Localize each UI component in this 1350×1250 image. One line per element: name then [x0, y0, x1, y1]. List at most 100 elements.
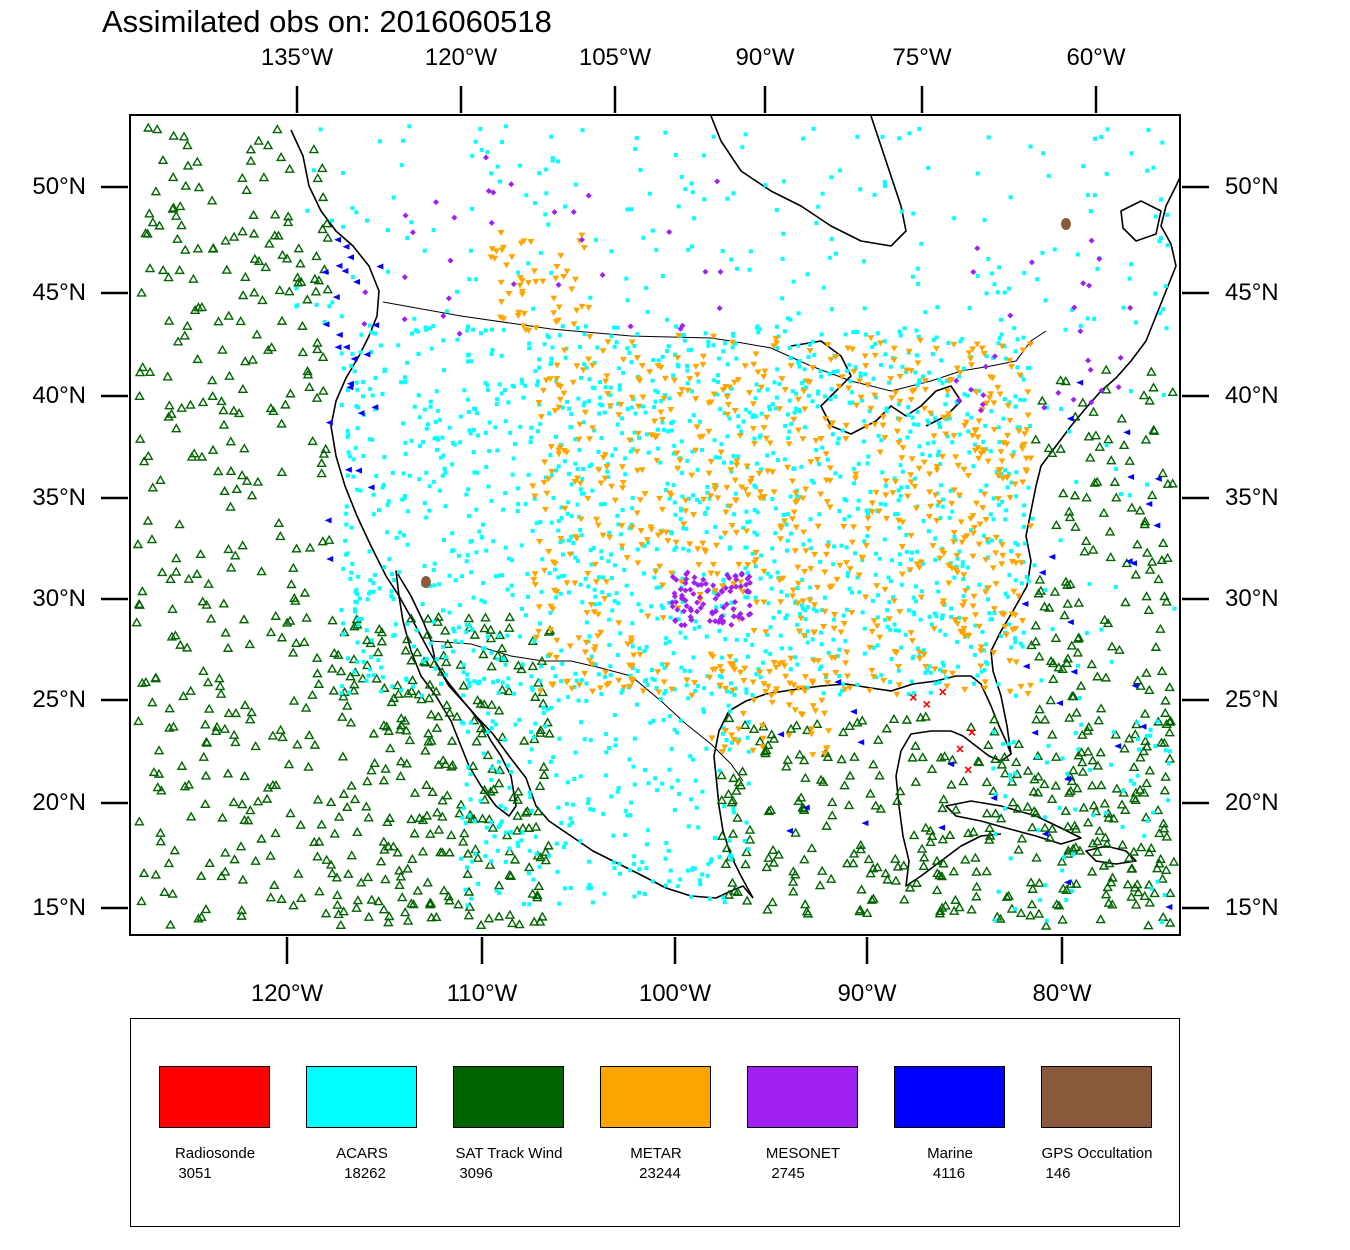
obs-marker-triangle-down — [895, 682, 903, 689]
obs-marker-triangle-up-hollow — [910, 740, 921, 750]
obs-marker-triangle-up-hollow — [1167, 478, 1178, 488]
obs-marker-triangle-up-hollow — [868, 863, 879, 873]
obs-marker-triangle-up-hollow — [262, 140, 274, 150]
obs-marker-dot — [744, 687, 749, 692]
obs-marker-triangle-down — [1006, 417, 1014, 424]
obs-marker-dot — [943, 402, 948, 407]
obs-marker-dot — [690, 867, 695, 872]
obs-marker-dot — [668, 615, 673, 620]
obs-marker-dot — [723, 637, 728, 642]
obs-marker-dot — [411, 644, 416, 649]
obs-marker-triangle-up-hollow — [250, 740, 261, 751]
obs-marker-triangle-up-hollow — [1030, 434, 1041, 444]
obs-marker-triangle-down — [976, 521, 984, 528]
obs-marker-dot — [1018, 641, 1023, 646]
obs-marker-triangle-up-hollow — [1053, 900, 1065, 910]
obs-marker-dot — [529, 808, 534, 813]
obs-marker-triangle-down — [586, 657, 594, 664]
obs-marker-dot — [654, 585, 659, 590]
obs-marker-dot — [548, 759, 553, 764]
map-panel[interactable] — [129, 114, 1181, 936]
obs-marker-triangle-up-hollow — [890, 853, 901, 863]
obs-marker-dot — [1127, 493, 1132, 498]
obs-marker-dot — [1161, 393, 1166, 398]
obs-marker-triangle-down — [782, 673, 790, 680]
obs-marker-triangle-left — [802, 804, 810, 811]
obs-marker-blob — [421, 576, 431, 588]
obs-marker-triangle-down — [651, 418, 659, 425]
obs-marker-triangle-up-hollow — [407, 675, 418, 685]
obs-marker-triangle-up-hollow — [237, 290, 249, 300]
obs-marker-triangle-up-hollow — [881, 723, 892, 733]
obs-marker-triangle-up-hollow — [1108, 813, 1119, 823]
obs-marker-triangle-down — [862, 542, 870, 549]
obs-marker-dot — [407, 473, 412, 478]
obs-marker-triangle-down — [667, 406, 675, 413]
obs-marker-dot — [665, 429, 670, 434]
obs-marker-triangle-up-hollow — [341, 801, 353, 812]
obs-marker-triangle-up-hollow — [1051, 519, 1062, 530]
obs-marker-triangle-down — [814, 658, 822, 665]
obs-marker-triangle-up-hollow — [938, 858, 949, 868]
obs-marker-dot — [782, 329, 787, 334]
obs-marker-dot — [1026, 485, 1031, 490]
obs-marker-triangle-up-hollow — [137, 677, 148, 687]
obs-marker-diamond — [733, 583, 740, 590]
obs-marker-triangle-up-hollow — [514, 919, 525, 929]
obs-marker-triangle-up-hollow — [256, 833, 267, 843]
obs-marker-dot — [692, 626, 697, 631]
obs-marker-dot — [392, 578, 397, 583]
obs-marker-dot — [602, 675, 607, 680]
obs-marker-dot — [933, 416, 938, 421]
obs-marker-triangle-up-hollow — [1119, 743, 1130, 753]
obs-marker-triangle-up-hollow — [200, 770, 212, 780]
obs-marker-triangle-down — [915, 465, 923, 472]
obs-marker-dot — [505, 633, 510, 638]
obs-marker-triangle-up-hollow — [407, 853, 418, 864]
obs-marker-dot — [373, 376, 378, 381]
obs-marker-dot — [725, 689, 730, 694]
obs-marker-triangle-down — [922, 663, 930, 670]
obs-marker-triangle-down — [950, 433, 958, 440]
obs-marker-triangle-up-hollow — [995, 913, 1006, 923]
obs-marker-dot — [361, 649, 366, 654]
obs-marker-dot — [463, 821, 468, 826]
obs-marker-triangle-left — [1154, 475, 1162, 482]
obs-marker-diamond — [705, 587, 712, 594]
obs-marker-dot — [367, 591, 372, 596]
obs-marker-dot — [354, 587, 359, 592]
obs-marker-dot — [921, 561, 926, 566]
obs-marker-triangle-up-hollow — [1035, 585, 1047, 595]
obs-marker-triangle-up-hollow — [312, 173, 323, 183]
legend-label-sat-track-wind: SAT Track Wind — [455, 1145, 563, 1162]
obs-marker-triangle-down — [844, 345, 852, 352]
obs-marker-dot — [513, 722, 518, 727]
obs-marker-triangle-down — [561, 505, 569, 512]
obs-marker-dot — [339, 402, 344, 407]
obs-marker-triangle-up-hollow — [513, 786, 524, 796]
obs-marker-triangle-up-hollow — [1164, 682, 1175, 692]
obs-marker-triangle-up-hollow — [1135, 680, 1146, 690]
obs-marker-triangle-down — [862, 594, 870, 601]
obs-marker-dot — [925, 668, 930, 673]
obs-marker-dot — [1021, 335, 1026, 340]
obs-marker-triangle-down — [823, 499, 831, 506]
obs-marker-dot — [694, 805, 699, 810]
obs-marker-dot — [875, 615, 880, 620]
obs-marker-dot — [555, 869, 560, 874]
obs-marker-triangle-up-hollow — [249, 253, 261, 263]
obs-marker-triangle-up-hollow — [854, 904, 866, 914]
obs-marker-triangle-up-hollow — [814, 880, 826, 890]
obs-marker-triangle-down — [699, 353, 707, 360]
obs-marker-dot — [621, 370, 626, 375]
obs-marker-triangle-down — [756, 669, 764, 676]
obs-marker-triangle-down — [731, 379, 739, 386]
obs-marker-triangle-down — [828, 583, 836, 590]
obs-marker-triangle-down — [794, 580, 802, 587]
obs-marker-triangle-left — [363, 351, 371, 358]
newfoundland-outline — [1120, 200, 1162, 242]
obs-marker-dot — [800, 577, 805, 582]
obs-marker-triangle-up-hollow — [166, 631, 178, 641]
obs-marker-dot — [787, 398, 792, 403]
obs-marker-triangle-up-hollow — [228, 797, 239, 807]
